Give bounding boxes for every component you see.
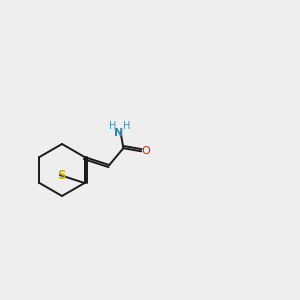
Text: O: O: [142, 146, 151, 156]
Text: N: N: [114, 128, 123, 138]
Text: H: H: [109, 122, 116, 131]
Text: H: H: [123, 122, 130, 131]
Text: S: S: [58, 169, 66, 182]
